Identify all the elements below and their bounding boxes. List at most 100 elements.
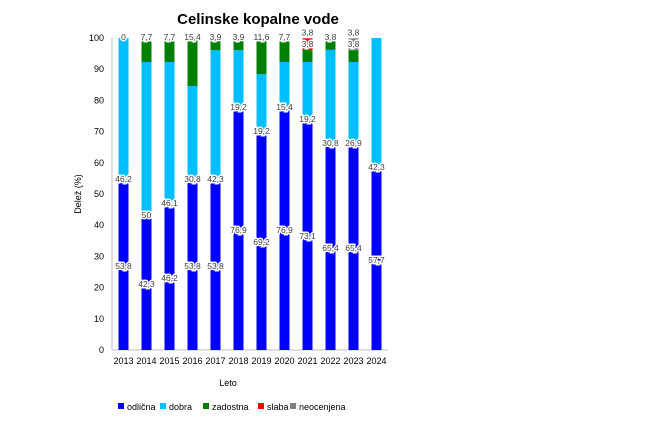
- legend-swatch: [160, 403, 166, 409]
- data-label: 7,7: [279, 32, 291, 42]
- data-label: 3,8: [325, 32, 337, 42]
- legend-swatch: [290, 403, 296, 409]
- data-label: 19,2: [253, 126, 270, 136]
- x-tick-label: 2021: [297, 356, 317, 366]
- x-ticks-layer: 2013 2014 2015 2016 2017 2018 2019 2020 2021 2022…: [113, 356, 386, 366]
- data-label: 3,9: [210, 32, 222, 42]
- y-tick-label: 60: [94, 158, 104, 168]
- y-tick-label: 40: [94, 220, 104, 230]
- x-tick-label: 2014: [136, 356, 156, 366]
- legend-label: odlična: [127, 402, 156, 412]
- bar-segment: [187, 38, 198, 87]
- bars-layer: [118, 38, 382, 351]
- data-label: 42,3: [368, 162, 385, 172]
- data-label: 3,8: [302, 27, 314, 37]
- bar-segment: [302, 38, 313, 51]
- data-label: 46,1: [161, 198, 178, 208]
- data-label: 15,4: [184, 32, 201, 42]
- legend-label: dobra: [169, 402, 192, 412]
- bar-segment: [371, 38, 382, 170]
- x-tick-label: 2013: [113, 356, 133, 366]
- data-label: 30,8: [184, 174, 201, 184]
- data-label: 26,9: [345, 138, 362, 148]
- legend: odlična dobra zadostna slaba neocenjena: [118, 402, 346, 412]
- bar-segment: [348, 38, 359, 51]
- data-label: 50: [142, 210, 152, 220]
- x-tick-label: 2022: [320, 356, 340, 366]
- data-label: 53,8: [115, 261, 132, 271]
- bar-segment: [164, 205, 175, 350]
- data-label: 3,9: [233, 32, 245, 42]
- legend-swatch: [118, 403, 124, 409]
- data-label: 42,3: [207, 174, 224, 184]
- data-label: 53,8: [207, 261, 224, 271]
- data-label: 73,1: [299, 231, 316, 241]
- data-label: 3,8: [302, 39, 314, 49]
- bar-segment: [164, 38, 175, 63]
- y-tick-label: 100: [89, 33, 104, 43]
- x-tick-label: 2019: [251, 356, 271, 366]
- bar-segment: [164, 62, 175, 206]
- bar-segment: [187, 182, 198, 350]
- data-label: 65,4: [345, 243, 362, 253]
- data-label: 65,4: [322, 243, 339, 253]
- bar-segment: [325, 38, 336, 50]
- bar-segment: [302, 121, 313, 350]
- bar-segment: [141, 218, 152, 350]
- data-label: 11,6: [254, 32, 270, 42]
- data-label: 7,7: [164, 32, 176, 42]
- data-label: 19,2: [230, 102, 247, 112]
- data-label: 46,2: [115, 174, 132, 184]
- bar-segment: [279, 38, 290, 63]
- data-label: 0: [121, 32, 126, 42]
- bar-segment: [233, 110, 244, 351]
- bar-segment: [141, 62, 152, 219]
- data-label: 57,7: [368, 255, 385, 265]
- x-tick-label: 2020: [274, 356, 294, 366]
- data-label: 30,8: [322, 138, 339, 148]
- bar-segment: [348, 145, 359, 350]
- x-tick-label: 2015: [159, 356, 179, 366]
- bar-segment: [233, 38, 244, 51]
- bar-segment: [256, 134, 267, 350]
- bar-segment: [302, 62, 313, 122]
- y-axis-title: Delež (%): [73, 174, 83, 214]
- bar-segment: [348, 62, 359, 146]
- legend-label: neocenjena: [299, 402, 346, 412]
- y-tick-label: 20: [94, 283, 104, 293]
- bar-segment: [279, 110, 290, 351]
- data-label: 42,3: [138, 279, 155, 289]
- data-label: 7,7: [141, 32, 153, 42]
- data-label: 15,4: [276, 102, 293, 112]
- y-tick-label: 90: [94, 64, 104, 74]
- bar-segment: [233, 50, 244, 111]
- bar-segment: [302, 50, 313, 63]
- data-label: 76,9: [230, 225, 247, 235]
- bar-segment: [141, 38, 152, 63]
- data-label: 3,8: [348, 39, 360, 49]
- x-tick-label: 2018: [228, 356, 248, 366]
- x-tick-label: 2016: [182, 356, 202, 366]
- y-tick-label: 30: [94, 251, 104, 261]
- bar-segment: [325, 49, 336, 146]
- bar-segment: [210, 38, 221, 51]
- x-axis-title: Leto: [219, 378, 237, 388]
- y-tick-label: 0: [99, 345, 104, 355]
- bar-segment: [256, 74, 267, 135]
- bar-segment: [118, 182, 129, 350]
- bar-segment: [348, 50, 359, 63]
- chart-title: Celinske kopalne vode: [177, 11, 339, 28]
- x-tick-label: 2024: [366, 356, 386, 366]
- y-tick-label: 50: [94, 189, 104, 199]
- legend-label: slaba: [267, 402, 289, 412]
- bar-segment: [187, 86, 198, 183]
- y-tick-label: 70: [94, 127, 104, 137]
- x-tick-label: 2017: [205, 356, 225, 366]
- x-tick-label: 2023: [343, 356, 363, 366]
- data-label: 46,2: [161, 273, 178, 283]
- legend-label: zadostna: [212, 402, 249, 412]
- bar-segment: [210, 182, 221, 350]
- bar-segment: [279, 62, 290, 111]
- data-label: 69,2: [253, 237, 270, 247]
